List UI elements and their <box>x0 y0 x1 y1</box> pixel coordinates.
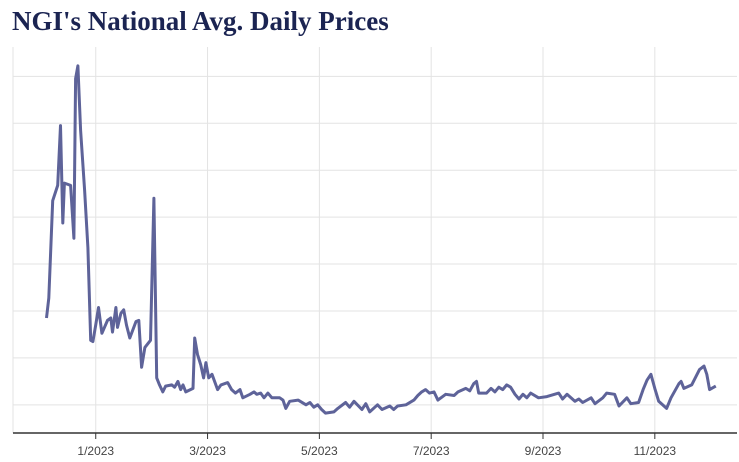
chart-title: NGI's National Avg. Daily Prices <box>12 6 389 36</box>
x-tick-label: 5/2023 <box>301 444 338 458</box>
x-tick-label: 11/2023 <box>634 444 677 458</box>
x-tick-label: 3/2023 <box>189 444 226 458</box>
x-tick-label: 1/2023 <box>77 444 114 458</box>
x-tick-label: 7/2023 <box>413 444 450 458</box>
x-tick-label: 9/2023 <box>525 444 562 458</box>
price-line <box>45 64 717 415</box>
